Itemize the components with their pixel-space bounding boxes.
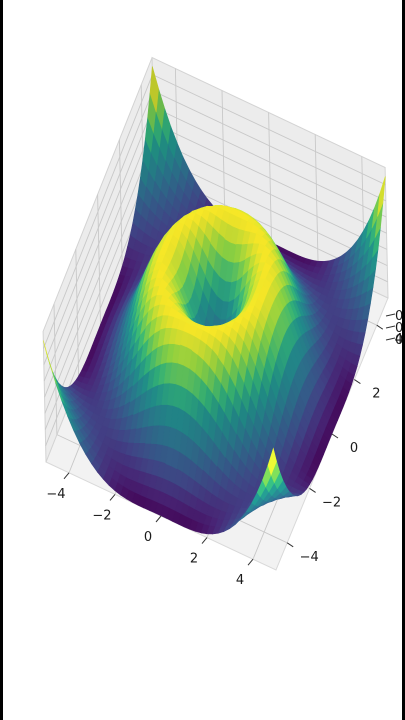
x-tick-label: 2 [190, 552, 198, 567]
x-tick-mark [201, 537, 208, 544]
grid-line-z [153, 122, 387, 234]
y-tick-mark [331, 433, 339, 439]
grid-line-z [152, 74, 386, 186]
grid-line-z [152, 90, 387, 202]
x-tick-mark [63, 472, 70, 480]
y-tick-label: −2 [322, 495, 341, 510]
surface-facet [377, 176, 386, 217]
grid-line-z [44, 155, 155, 430]
grid-line-z [153, 106, 387, 218]
x-tick-label: −2 [92, 508, 111, 523]
surface-facet [149, 66, 159, 113]
z-tick-mark [385, 325, 396, 329]
z-tick-label: 0 [395, 309, 402, 324]
y-tick-mark [376, 324, 384, 330]
y-tick-mark [354, 379, 361, 385]
z-tick-mark [385, 313, 396, 317]
chart-area: −4 −2 0 2 4 −4 −2 0 2 4 0 0 0 [3, 0, 402, 720]
grid-line-z [44, 123, 154, 398]
surface-facet [43, 340, 53, 373]
grid-line-z [43, 74, 153, 349]
x-tick-label: 4 [236, 573, 244, 588]
x-tick-mark [247, 558, 254, 566]
z-tick-mark [385, 337, 396, 341]
z-tick-label: 0 [395, 333, 402, 348]
x-tick-mark [109, 494, 116, 501]
y-tick-label: 0 [350, 441, 358, 456]
y-tick-label: −4 [300, 550, 319, 565]
y-tick-label: 4 [395, 332, 402, 347]
grid-line-z [43, 90, 154, 365]
surface-mesh [43, 66, 386, 535]
grid-line-z [43, 106, 154, 382]
grid-line-z [44, 139, 155, 414]
y-tick-mark [286, 542, 294, 548]
z-tick-label: 0 [395, 321, 402, 336]
x-tick-label: 0 [144, 530, 152, 545]
y-tick-label: 2 [372, 387, 380, 402]
grid-line-z [154, 155, 388, 267]
y-tick-mark [309, 487, 316, 493]
surface-facet [267, 447, 277, 476]
grid-line-z [153, 138, 388, 250]
x-tick-label: −4 [46, 487, 65, 502]
x-tick-mark [155, 515, 162, 523]
